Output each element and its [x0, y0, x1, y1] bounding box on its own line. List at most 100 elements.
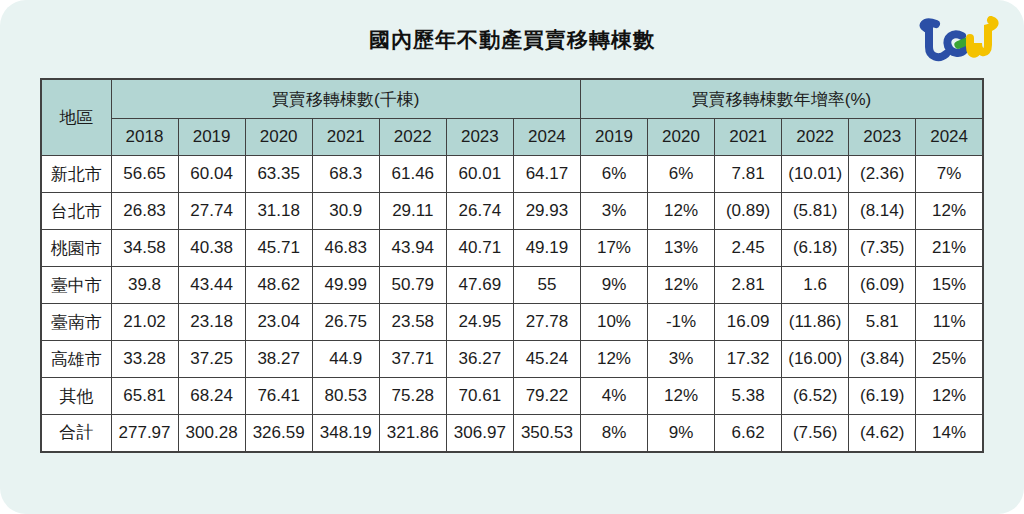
count-cell: 348.19 — [312, 415, 379, 452]
rate-cell: 12% — [648, 378, 715, 415]
count-cell: 68.3 — [312, 156, 379, 193]
rate-cell: 6% — [580, 156, 647, 193]
count-cell: 40.71 — [446, 230, 513, 267]
count-cell: 64.17 — [513, 156, 580, 193]
rate-cell: (16.00) — [782, 341, 849, 378]
count-cell: 43.44 — [178, 267, 245, 304]
table-row: 其他65.8168.2476.4180.5375.2870.6179.224%1… — [41, 378, 983, 415]
rate-cell: (6.09) — [849, 267, 916, 304]
count-cell: 27.74 — [178, 193, 245, 230]
count-cell: 65.81 — [111, 378, 178, 415]
count-cell: 306.97 — [446, 415, 513, 452]
count-cell: 26.83 — [111, 193, 178, 230]
count-cell: 43.94 — [379, 230, 446, 267]
rate-cell: (3.84) — [849, 341, 916, 378]
rate-cell: 1.6 — [782, 267, 849, 304]
rate-cell: (6.52) — [782, 378, 849, 415]
rate-cell: (6.19) — [849, 378, 916, 415]
page-title: 國內歷年不動產買賣移轉棟數 — [0, 26, 1024, 54]
rate-cell: 5.81 — [849, 304, 916, 341]
table-row: 台北市26.8327.7431.1830.929.1126.7429.933%1… — [41, 193, 983, 230]
count-cell: 326.59 — [245, 415, 312, 452]
rate-cell: 7% — [916, 156, 983, 193]
count-cell: 29.11 — [379, 193, 446, 230]
count-cell: 46.83 — [312, 230, 379, 267]
rate-cell: 12% — [648, 193, 715, 230]
region-cell: 高雄市 — [41, 341, 111, 378]
table-row: 合計277.97300.28326.59348.19321.86306.9735… — [41, 415, 983, 452]
rate-cell: (8.14) — [849, 193, 916, 230]
rate-cell: (7.56) — [782, 415, 849, 452]
rate-cell: 4% — [580, 378, 647, 415]
year-header: 2021 — [715, 119, 782, 156]
rate-cell: 6.62 — [715, 415, 782, 452]
rate-cell: 7.81 — [715, 156, 782, 193]
count-cell: 34.58 — [111, 230, 178, 267]
rate-cell: 6% — [648, 156, 715, 193]
rate-cell: 12% — [648, 267, 715, 304]
count-cell: 21.02 — [111, 304, 178, 341]
count-cell: 44.9 — [312, 341, 379, 378]
year-header: 2022 — [379, 119, 446, 156]
rate-cell: (6.18) — [782, 230, 849, 267]
count-cell: 38.27 — [245, 341, 312, 378]
rate-cell: 5.38 — [715, 378, 782, 415]
count-cell: 300.28 — [178, 415, 245, 452]
year-header: 2024 — [916, 119, 983, 156]
count-cell: 80.53 — [312, 378, 379, 415]
count-cell: 37.25 — [178, 341, 245, 378]
count-cell: 27.78 — [513, 304, 580, 341]
count-cell: 26.75 — [312, 304, 379, 341]
count-cell: 33.28 — [111, 341, 178, 378]
rate-cell: (7.35) — [849, 230, 916, 267]
rate-cell: 8% — [580, 415, 647, 452]
counts-group-header: 買賣移轉棟數(千棟) — [111, 79, 580, 119]
year-header: 2019 — [178, 119, 245, 156]
count-cell: 70.61 — [446, 378, 513, 415]
count-cell: 48.62 — [245, 267, 312, 304]
count-cell: 36.27 — [446, 341, 513, 378]
rate-cell: 14% — [916, 415, 983, 452]
count-cell: 23.18 — [178, 304, 245, 341]
count-cell: 60.04 — [178, 156, 245, 193]
rate-cell: 2.81 — [715, 267, 782, 304]
group-header-row: 地區 買賣移轉棟數(千棟) 買賣移轉棟數年增率(%) — [41, 79, 983, 119]
rate-cell: 3% — [580, 193, 647, 230]
year-header-row: 2018201920202021202220232024201920202021… — [41, 119, 983, 156]
region-cell: 臺南市 — [41, 304, 111, 341]
count-cell: 47.69 — [446, 267, 513, 304]
table-row: 臺南市21.0223.1823.0426.7523.5824.9527.7810… — [41, 304, 983, 341]
count-cell: 49.19 — [513, 230, 580, 267]
rate-cell: 17.32 — [715, 341, 782, 378]
count-cell: 45.24 — [513, 341, 580, 378]
count-cell: 277.97 — [111, 415, 178, 452]
rate-cell: (10.01) — [782, 156, 849, 193]
year-header: 2023 — [446, 119, 513, 156]
rate-cell: 13% — [648, 230, 715, 267]
count-cell: 39.8 — [111, 267, 178, 304]
rate-cell: -1% — [648, 304, 715, 341]
year-header: 2020 — [245, 119, 312, 156]
count-cell: 45.71 — [245, 230, 312, 267]
count-cell: 50.79 — [379, 267, 446, 304]
rate-cell: 17% — [580, 230, 647, 267]
table-row: 高雄市33.2837.2538.2744.937.7136.2745.2412%… — [41, 341, 983, 378]
count-cell: 60.01 — [446, 156, 513, 193]
rate-cell: (11.86) — [782, 304, 849, 341]
count-cell: 76.41 — [245, 378, 312, 415]
rate-cell: (0.89) — [715, 193, 782, 230]
year-header: 2023 — [849, 119, 916, 156]
year-header: 2019 — [580, 119, 647, 156]
count-cell: 79.22 — [513, 378, 580, 415]
rate-cell: 9% — [580, 267, 647, 304]
year-header: 2022 — [782, 119, 849, 156]
table-row: 新北市56.6560.0463.3568.361.4660.0164.176%6… — [41, 156, 983, 193]
count-cell: 26.74 — [446, 193, 513, 230]
rate-cell: 9% — [648, 415, 715, 452]
count-cell: 40.38 — [178, 230, 245, 267]
region-cell: 台北市 — [41, 193, 111, 230]
count-cell: 68.24 — [178, 378, 245, 415]
rate-cell: 2.45 — [715, 230, 782, 267]
count-cell: 63.35 — [245, 156, 312, 193]
region-column-header: 地區 — [41, 79, 111, 156]
